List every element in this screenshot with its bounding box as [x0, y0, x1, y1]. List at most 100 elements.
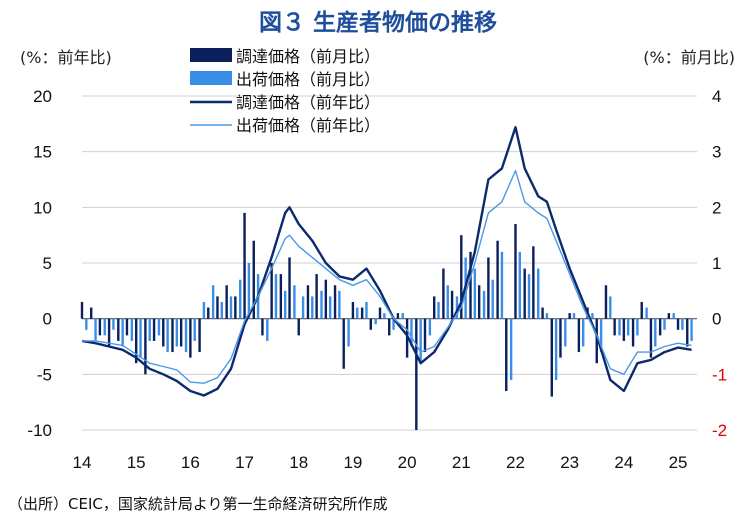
bar-mark [622, 318, 626, 341]
bar-mark [171, 318, 174, 353]
x-tick-label: 15 [127, 453, 146, 472]
bar-mark [229, 296, 233, 319]
bar-mark [220, 301, 223, 319]
bar-mark [676, 318, 680, 330]
bar-mark [378, 307, 382, 319]
chart-title: 図３ 生産者物価の推移 [259, 9, 497, 36]
left-tick-label: -5 [37, 365, 52, 384]
right-tick-label: -2 [712, 421, 727, 440]
bar-mark [572, 313, 576, 319]
bar-mark [175, 318, 179, 347]
right-y-ticks: 4 3 2 1 0 -1 -2 [712, 87, 727, 440]
bar-mark [211, 285, 215, 319]
bar-mark [274, 274, 278, 319]
bar-mark [554, 318, 558, 380]
bar-mark [338, 290, 341, 319]
bar-mark [189, 318, 192, 358]
bar-mark [107, 318, 111, 347]
bar-mark [672, 313, 675, 319]
bar-mark [261, 318, 264, 336]
bar-mark [505, 318, 508, 392]
bar-mark [631, 318, 635, 347]
bar-mark [537, 268, 540, 319]
bar-mark [288, 257, 291, 319]
bar-mark [491, 279, 494, 319]
bar-mark [482, 290, 486, 319]
bar-mark [356, 307, 359, 319]
bar-mark [139, 318, 142, 358]
bar-mark [618, 318, 621, 336]
legend-label: 調達価格（前月比） [236, 47, 380, 66]
bar-mark [401, 313, 404, 319]
bar-mark [599, 318, 603, 353]
bar-mark [690, 318, 693, 341]
bar-mark [419, 318, 422, 364]
bar-mark [239, 279, 242, 319]
left-tick-label: 0 [43, 310, 52, 329]
legend: 調達価格（前月比） 出荷価格（前月比） 調達価格（前年比） 出荷価格（前年比） [190, 47, 380, 135]
bar-mark [388, 318, 391, 336]
bar-mark [455, 296, 459, 319]
bar-mark [500, 251, 504, 319]
bar-mark [568, 313, 571, 319]
bar-mark [374, 318, 377, 325]
bar-mark [333, 285, 337, 319]
source-note: （出所）CEIC，国家統計局より第一生命経済研究所作成 [8, 495, 388, 513]
bar-mark [283, 290, 287, 319]
bar-mark [437, 301, 440, 319]
right-tick-label: 4 [712, 87, 721, 106]
bar-mark [324, 279, 328, 319]
right-tick-label: -1 [712, 365, 727, 384]
bar-mark [545, 313, 549, 319]
line-series [81, 126, 692, 397]
bar-mark [247, 263, 251, 319]
bar-mark [306, 285, 310, 319]
bar-mark [477, 285, 481, 319]
bar-mark [473, 268, 477, 319]
bar-mark [446, 285, 449, 319]
bar-mark [469, 251, 472, 319]
x-tick-label: 17 [235, 453, 254, 472]
bar-mark [301, 296, 305, 319]
bar-mark [365, 301, 368, 319]
bar-mark [663, 318, 666, 330]
left-tick-label: 5 [43, 254, 52, 273]
bar-mark [532, 246, 535, 319]
bar-mark [609, 296, 612, 319]
bar-mark [320, 290, 323, 319]
bar-mark [460, 235, 463, 319]
bar-mark [509, 318, 513, 380]
x-tick-label: 19 [343, 453, 362, 472]
bar-mark [297, 318, 300, 336]
x-tick-label: 14 [73, 453, 92, 472]
x-tick-label: 16 [181, 453, 200, 472]
bar-mark [645, 307, 648, 319]
right-tick-label: 0 [712, 310, 721, 329]
bar-mark [654, 318, 657, 347]
bar-mark [369, 318, 373, 330]
bar-mark [640, 301, 643, 319]
bar-mark [582, 318, 585, 347]
bar-mark [328, 296, 332, 319]
bar-mark [202, 301, 206, 319]
bar-mark [636, 318, 639, 336]
right-tick-label: 1 [712, 254, 721, 273]
bar-mark [415, 318, 418, 430]
bar-mark [613, 318, 616, 336]
bar-mark [103, 318, 106, 336]
bar-mark [90, 307, 93, 319]
bar-mark [243, 212, 246, 319]
bar-mark [134, 318, 138, 364]
bar-mark [658, 318, 662, 336]
bar-mark [347, 318, 350, 347]
series-line [81, 126, 692, 397]
left-tick-label: 20 [33, 87, 52, 106]
bar-mark [198, 318, 201, 353]
x-tick-label: 18 [289, 453, 308, 472]
bar-mark [157, 318, 161, 336]
bar-mark [85, 318, 88, 330]
bar-mark [518, 251, 522, 319]
bar-mark [396, 313, 400, 319]
bar-mark [94, 318, 97, 341]
bar-mark [130, 318, 134, 341]
